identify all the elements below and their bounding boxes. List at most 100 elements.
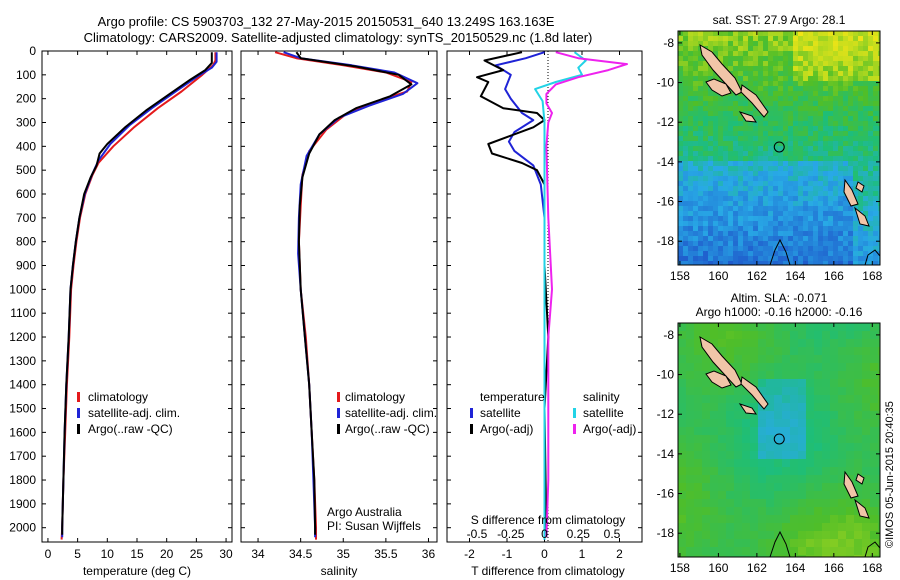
heatmap-cell — [738, 241, 744, 247]
heatmap-cell — [783, 136, 789, 142]
heatmap-cell — [793, 176, 799, 182]
heatmap-cell — [698, 91, 704, 97]
heatmap-cell — [868, 71, 874, 77]
heatmap-cell — [710, 403, 719, 412]
heatmap-cell — [728, 96, 734, 102]
heatmap-cell — [702, 491, 711, 500]
heatmap-cell — [782, 483, 791, 492]
heatmap-cell — [848, 171, 854, 177]
heatmap-cell — [788, 226, 794, 232]
heatmap-cell — [813, 251, 819, 257]
heatmap-cell — [782, 555, 791, 557]
heatmap-cell — [793, 221, 799, 227]
heatmap-cell — [814, 451, 823, 460]
heatmap-cell — [723, 131, 729, 137]
heatmap-cell — [683, 61, 689, 67]
heatmap-cell — [748, 76, 754, 82]
heatmap-cell — [708, 186, 714, 192]
heatmap-cell — [833, 256, 839, 262]
heatmap-cell — [708, 76, 714, 82]
heatmap-cell — [878, 231, 880, 237]
heatmap-cell — [808, 161, 814, 167]
heatmap-cell — [713, 171, 719, 177]
heatmap-cell — [683, 51, 689, 57]
heatmap-cell — [818, 141, 824, 147]
heatmap-cell — [748, 256, 754, 262]
heatmap-cell — [733, 51, 739, 57]
heatmap-cell — [793, 101, 799, 107]
heatmap-cell — [868, 256, 874, 262]
heatmap-cell — [723, 101, 729, 107]
heatmap-cell — [818, 226, 824, 232]
heatmap-cell — [813, 166, 819, 172]
lat-tick-label: -14 — [657, 447, 675, 461]
heatmap-cell — [868, 246, 874, 252]
heatmap-cell — [718, 226, 724, 232]
heatmap-cell — [718, 507, 727, 516]
heatmap-cell — [688, 81, 694, 87]
heatmap-cell — [773, 211, 779, 217]
heatmap-cell — [742, 459, 751, 468]
heatmap-cell — [870, 371, 879, 380]
heatmap-cell — [782, 323, 791, 332]
heatmap-cell — [698, 211, 704, 217]
heatmap-cell — [853, 151, 859, 157]
heatmap-cell — [723, 251, 729, 257]
heatmap-cell — [803, 51, 809, 57]
heatmap-cell — [678, 41, 684, 47]
heatmap-cell — [798, 339, 807, 348]
heatmap-cell — [753, 241, 759, 247]
heatmap-cell — [702, 547, 711, 556]
heatmap-cell — [723, 246, 729, 252]
heatmap-cell — [803, 161, 809, 167]
heatmap-cell — [803, 246, 809, 252]
heatmap-cell — [833, 41, 839, 47]
heatmap-cell — [686, 387, 695, 396]
heatmap-cell — [753, 111, 759, 117]
heatmap-cell — [853, 181, 859, 187]
heatmap-cell — [828, 156, 834, 162]
heatmap-cell — [710, 331, 719, 340]
heatmap-cell — [713, 216, 719, 222]
heatmap-cell — [813, 51, 819, 57]
sla-profile-location-marker — [773, 433, 785, 445]
heatmap-cell — [783, 86, 789, 92]
heatmap-cell — [758, 459, 767, 468]
heatmap-cell — [738, 231, 744, 237]
heatmap-cell — [843, 106, 849, 112]
heatmap-cell — [753, 76, 759, 82]
heatmap-cell — [678, 61, 684, 67]
heatmap-cell — [686, 427, 695, 436]
heatmap-cell — [678, 96, 684, 102]
y-tick-label: 1400 — [9, 378, 36, 392]
heatmap-cell — [703, 216, 709, 222]
heatmap-cell — [808, 81, 814, 87]
heatmap-cell — [838, 66, 844, 72]
heatmap-cell — [693, 31, 699, 37]
heatmap-cell — [734, 427, 743, 436]
heatmap-cell — [848, 71, 854, 77]
heatmap-cell — [753, 66, 759, 72]
heatmap-cell — [808, 121, 814, 127]
heatmap-cell — [808, 66, 814, 72]
heatmap-cell — [848, 256, 854, 262]
heatmap-cell — [726, 531, 735, 540]
s-difference-axis: -0.5 -0.25 0 0.25 0.5 — [467, 527, 621, 541]
heatmap-cell — [854, 403, 863, 412]
heatmap-cell — [878, 547, 880, 556]
heatmap-cell — [873, 156, 879, 162]
heatmap-cell — [678, 531, 687, 540]
heatmap-cell — [708, 91, 714, 97]
heatmap-cell — [818, 156, 824, 162]
heatmap-cell — [763, 131, 769, 137]
heatmap-cell — [846, 395, 855, 404]
heatmap-cell — [733, 231, 739, 237]
heatmap-cell — [743, 186, 749, 192]
legend-label-satellite: satellite-adj. clim. — [88, 406, 180, 420]
heatmap-cell — [742, 499, 751, 508]
legend-swatch-sal-satellite — [573, 408, 576, 418]
heatmap-cell — [773, 131, 779, 137]
heatmap-cell — [858, 151, 864, 157]
heatmap-cell — [698, 36, 704, 42]
heatmap-cell — [854, 419, 863, 428]
